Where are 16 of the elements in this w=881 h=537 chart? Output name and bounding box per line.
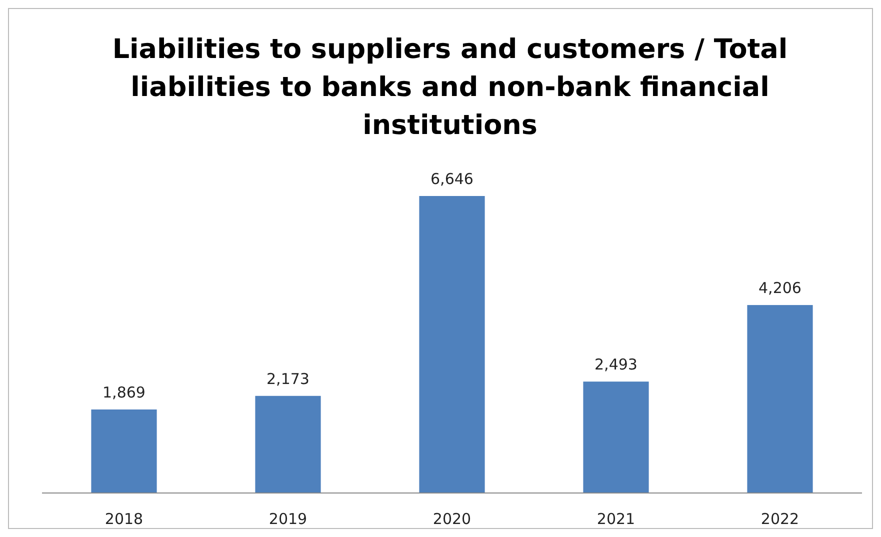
chart-title: Liabilities to suppliers and customers / Total liabilities to banks and non-bank financial institutions — [112, 34, 788, 141]
data-label: 6,646 — [430, 170, 474, 188]
x-tick-label: 2021 — [596, 510, 636, 528]
data-label: 2,493 — [594, 356, 638, 374]
x-tick-label: 2018 — [104, 510, 144, 528]
x-tick-label: 2022 — [760, 510, 800, 528]
x-tick-label: 2020 — [432, 510, 472, 528]
data-label: 4,206 — [758, 279, 802, 298]
x-tick-label: 2019 — [268, 510, 308, 528]
bar — [419, 196, 485, 493]
bar — [747, 305, 813, 493]
bar — [583, 382, 649, 493]
data-label: 1,869 — [102, 383, 146, 402]
data-label: 2,173 — [266, 370, 310, 388]
bar — [255, 396, 321, 493]
bar — [91, 409, 157, 493]
